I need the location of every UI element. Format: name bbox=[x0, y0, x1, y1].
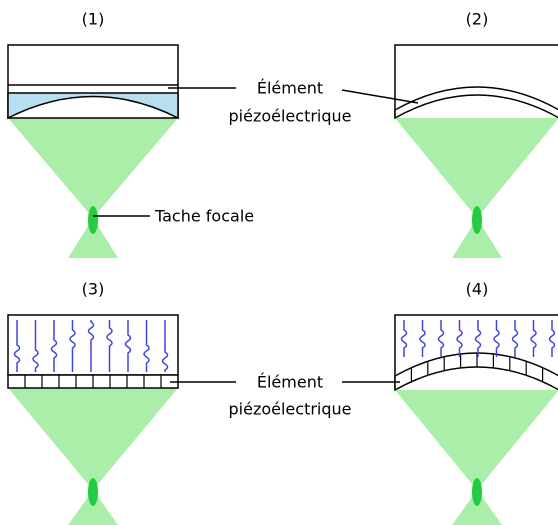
beam bbox=[8, 388, 178, 490]
piezo-array bbox=[394, 352, 558, 392]
wave bbox=[161, 320, 169, 372]
wave bbox=[143, 320, 150, 372]
wave bbox=[32, 320, 39, 372]
panel-label: (2) bbox=[466, 10, 489, 29]
focal-spot bbox=[88, 478, 98, 506]
wave bbox=[493, 320, 500, 357]
focal-spot bbox=[472, 478, 482, 506]
wave bbox=[419, 320, 426, 357]
element-label: piézoélectrique bbox=[229, 400, 352, 419]
wave bbox=[69, 320, 76, 372]
focal-spot bbox=[472, 206, 482, 234]
beam bbox=[68, 218, 118, 258]
focal-spot bbox=[88, 206, 98, 234]
wave bbox=[106, 320, 113, 372]
element-label: Élément bbox=[257, 79, 323, 98]
panel-label: (1) bbox=[82, 10, 105, 29]
wave bbox=[530, 320, 537, 357]
panel-label: (3) bbox=[82, 280, 105, 299]
beam bbox=[452, 218, 502, 258]
focal-label: Tache focale bbox=[154, 207, 254, 226]
wave bbox=[400, 320, 408, 357]
panel-label: (4) bbox=[466, 280, 489, 299]
lens bbox=[7, 92, 179, 120]
panel-3 bbox=[7, 314, 179, 525]
panel-2 bbox=[394, 44, 558, 258]
beam bbox=[68, 490, 118, 525]
wave bbox=[511, 320, 519, 357]
beam bbox=[452, 490, 502, 525]
wave bbox=[124, 320, 132, 372]
beam bbox=[8, 96, 178, 218]
beam bbox=[395, 367, 558, 490]
wave bbox=[456, 320, 463, 357]
wave bbox=[474, 320, 482, 357]
beam bbox=[395, 95, 558, 218]
wave bbox=[437, 320, 445, 357]
wave bbox=[548, 320, 556, 357]
element-label: piézoélectrique bbox=[229, 107, 352, 126]
panel-1 bbox=[7, 44, 179, 258]
wave bbox=[87, 320, 95, 372]
element-label: Élément bbox=[257, 373, 323, 392]
panel-4 bbox=[394, 314, 558, 525]
wave bbox=[13, 320, 21, 372]
wave bbox=[50, 320, 58, 372]
leader-line bbox=[341, 89, 419, 104]
piezo-element bbox=[394, 86, 558, 120]
